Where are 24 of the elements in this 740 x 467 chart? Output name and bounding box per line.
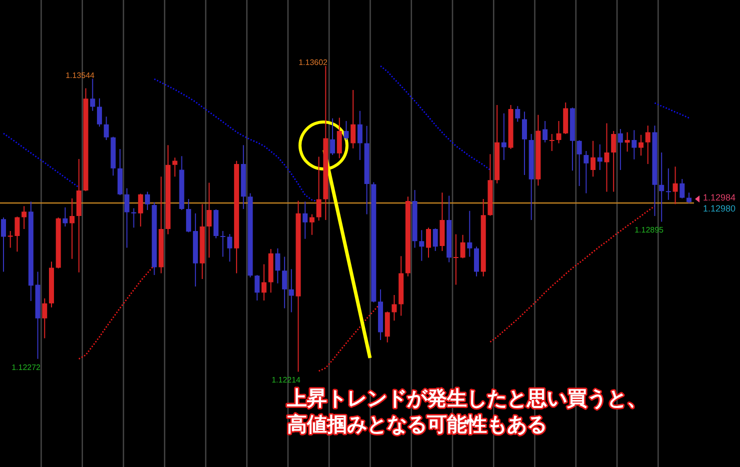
candlestick [604, 123, 610, 192]
candlestick [549, 134, 554, 152]
candlestick [419, 230, 424, 261]
text: 1.12214 [272, 376, 302, 384]
text: 1.12984 [703, 192, 736, 202]
ref-line-label: 1.12980 [703, 203, 736, 214]
candlestick [467, 210, 472, 257]
candlestick [659, 152, 664, 222]
candlestick [22, 206, 27, 229]
candlestick [62, 207, 68, 227]
annotation: 1.12895 [634, 226, 664, 234]
annotation: 1.13602 [298, 58, 328, 67]
candlestick [666, 168, 671, 200]
candlestick [584, 151, 589, 194]
annotation: 1.12272 [12, 363, 42, 372]
candlestick [206, 182, 212, 258]
text: 上昇トレンドが発生したと思い買うと、高値掴みとなる可能性もある [286, 387, 647, 436]
candlestick [453, 234, 458, 285]
candlestick [172, 158, 178, 177]
annotation: 1.13544 [66, 71, 96, 80]
candlestick [672, 166, 678, 204]
candlestick [501, 113, 506, 160]
candlestick [70, 198, 75, 259]
candlestick [131, 208, 136, 228]
